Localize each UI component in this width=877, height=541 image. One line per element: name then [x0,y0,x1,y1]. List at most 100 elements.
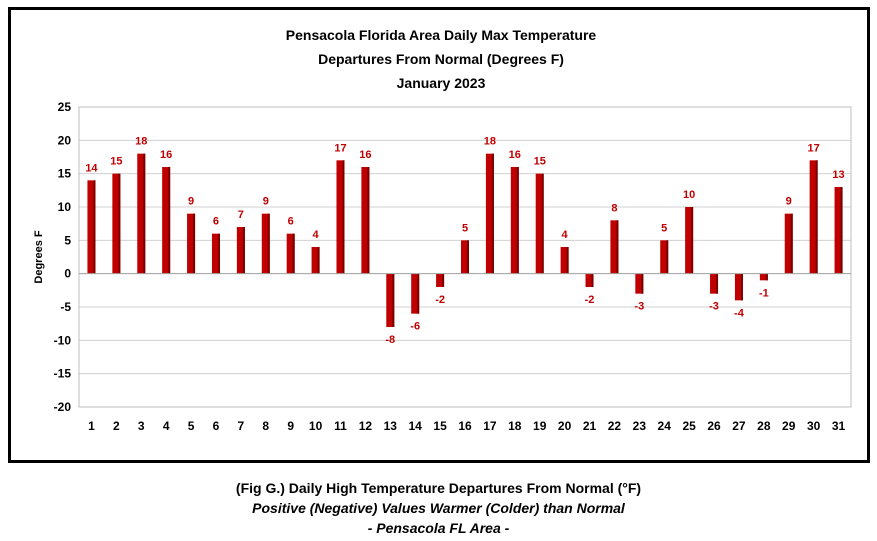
x-tick-label: 21 [583,419,597,433]
x-tick-label: 8 [262,419,269,433]
bar-shade [616,220,619,274]
x-tick-label: 22 [608,419,622,433]
bar [560,247,569,274]
data-label: -8 [385,334,395,346]
data-label: -4 [734,307,745,319]
bar [784,213,793,274]
bar [386,273,395,327]
x-tick-label: 24 [658,419,672,433]
x-tick-label: 18 [508,419,522,433]
x-tick-label: 6 [213,419,220,433]
bar [311,247,320,274]
y-tick-label: -20 [54,400,72,414]
bar [187,213,196,274]
bar [485,153,494,274]
chart-frame: Pensacola Florida Area Daily Max Tempera… [8,7,870,463]
x-tick-label: 7 [238,419,245,433]
data-label: 5 [661,222,667,234]
x-tick-label: 13 [384,419,398,433]
data-label: 9 [786,196,792,208]
data-label: -2 [585,294,595,306]
bar [660,240,669,274]
bar [361,167,370,274]
bar [535,173,544,274]
x-tick-label: 1 [88,419,95,433]
bar-shade [392,273,395,327]
bar [336,160,345,274]
data-label: -3 [709,301,719,313]
bar-shade [93,180,96,274]
x-tick-label: 27 [732,419,746,433]
bar-shade [242,227,245,274]
data-label: 18 [484,136,496,148]
bar-shade [790,213,793,274]
x-tick-label: 29 [782,419,796,433]
bar-shade [467,240,469,274]
bar-shade [641,273,644,294]
chart-title-line-2: Departures From Normal (Degrees F) [318,51,564,67]
bar-shade [317,247,320,274]
x-tick-label: 23 [633,419,647,433]
y-tick-label: 15 [58,167,72,181]
data-label: -1 [759,287,769,299]
bar [286,233,295,274]
data-label: 5 [462,222,468,234]
data-label: 9 [188,196,194,208]
bar [510,167,519,274]
bar-shade [740,273,743,301]
data-label: 14 [85,162,98,174]
data-label: 6 [288,216,294,228]
data-label: 15 [110,156,122,168]
bar [211,233,220,274]
bar-shade [417,273,420,314]
bar [685,207,694,274]
data-label: -6 [410,321,420,333]
x-tick-label: 2 [113,419,120,433]
chart-svg: Pensacola Florida Area Daily Max Tempera… [33,27,852,433]
y-tick-label: -5 [60,300,71,314]
data-label: 10 [683,189,695,201]
bar [834,187,843,274]
bar-shade [666,240,669,274]
y-tick-label: 5 [64,233,71,247]
bar [87,180,96,274]
y-axis-title: Degrees F [33,230,45,283]
bar-shade [442,273,445,287]
bar-shade [716,273,719,294]
y-tick-label: 20 [58,133,72,147]
bar-shade [516,167,519,274]
bar [585,273,594,287]
bar [734,273,743,301]
bar-shade [193,213,196,274]
bar [162,167,171,274]
x-tick-label: 15 [433,419,447,433]
x-tick-label: 5 [188,419,195,433]
caption-line-3: - Pensacola FL Area - [367,520,510,536]
data-label: 16 [509,149,521,161]
bar-shade [367,167,370,274]
x-tick-label: 10 [309,419,323,433]
data-label: 4 [562,229,569,241]
x-tick-label: 16 [458,419,472,433]
caption-line-1: (Fig G.) Daily High Temperature Departur… [235,480,642,496]
data-label: 15 [534,156,546,168]
x-tick-label: 3 [138,419,145,433]
data-label: -3 [634,301,644,313]
data-label: 7 [238,209,244,221]
x-tick-label: 17 [483,419,497,433]
bar [759,273,768,281]
data-label: 16 [160,149,172,161]
data-label: 8 [611,202,617,214]
x-tick-label: 20 [558,419,572,433]
chart-title-line-1: Pensacola Florida Area Daily Max Tempera… [286,27,597,43]
caption-line-2: Positive (Negative) Values Warmer (Colde… [252,500,625,516]
bar [436,273,445,287]
bar-shade [217,233,220,274]
data-label: 6 [213,216,219,228]
x-tick-label: 14 [409,419,423,433]
y-tick-label: 0 [64,267,71,281]
bar [112,173,121,274]
x-tick-label: 11 [334,419,347,433]
bar [137,153,146,274]
bar-shade [591,273,594,287]
